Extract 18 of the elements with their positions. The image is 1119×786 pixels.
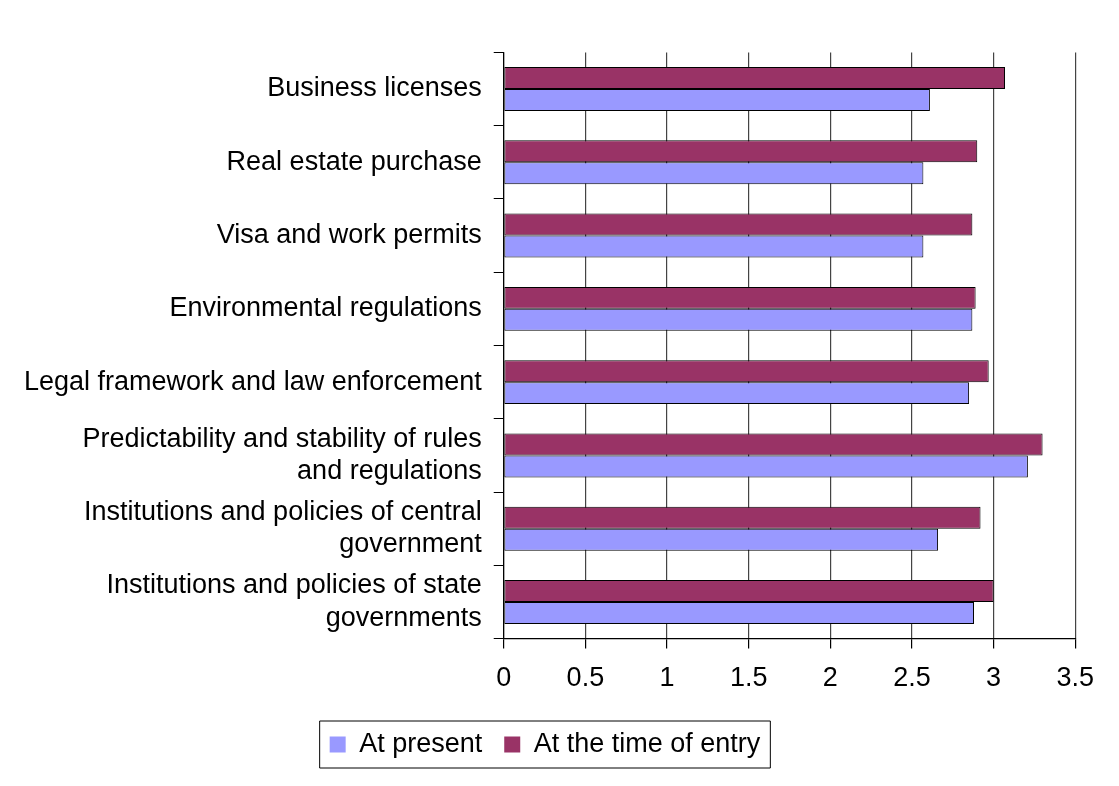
y-tick-label: Institutions and policies of central government <box>84 495 483 559</box>
x-tick-label: 3.5 <box>1056 662 1095 693</box>
x-tick-label: 2.5 <box>893 662 931 693</box>
y-tick-label: Environmental regulations <box>169 292 482 323</box>
y-tick-label: Legal framework and law enforcement <box>24 365 483 396</box>
y-tick-label: Predictability and stability of rules and regulations <box>82 422 482 486</box>
legend-label: At present <box>359 727 483 758</box>
x-tick-label: 3 <box>986 662 1002 693</box>
x-tick-label: 2 <box>822 662 838 693</box>
y-tick-label: Real estate purchase <box>226 145 482 176</box>
x-tick-label: 0 <box>496 662 512 693</box>
x-tick-label: 1 <box>659 662 675 693</box>
legend-label: At the time of entry <box>533 727 761 758</box>
x-tick-label: 0.5 <box>566 662 605 693</box>
y-tick-label: Business licenses <box>267 72 482 103</box>
y-tick-label: Visa and work permits <box>216 219 482 250</box>
x-tick-label: 1.5 <box>729 662 768 693</box>
y-tick-label: Institutions and policies of state governments <box>106 569 482 632</box>
